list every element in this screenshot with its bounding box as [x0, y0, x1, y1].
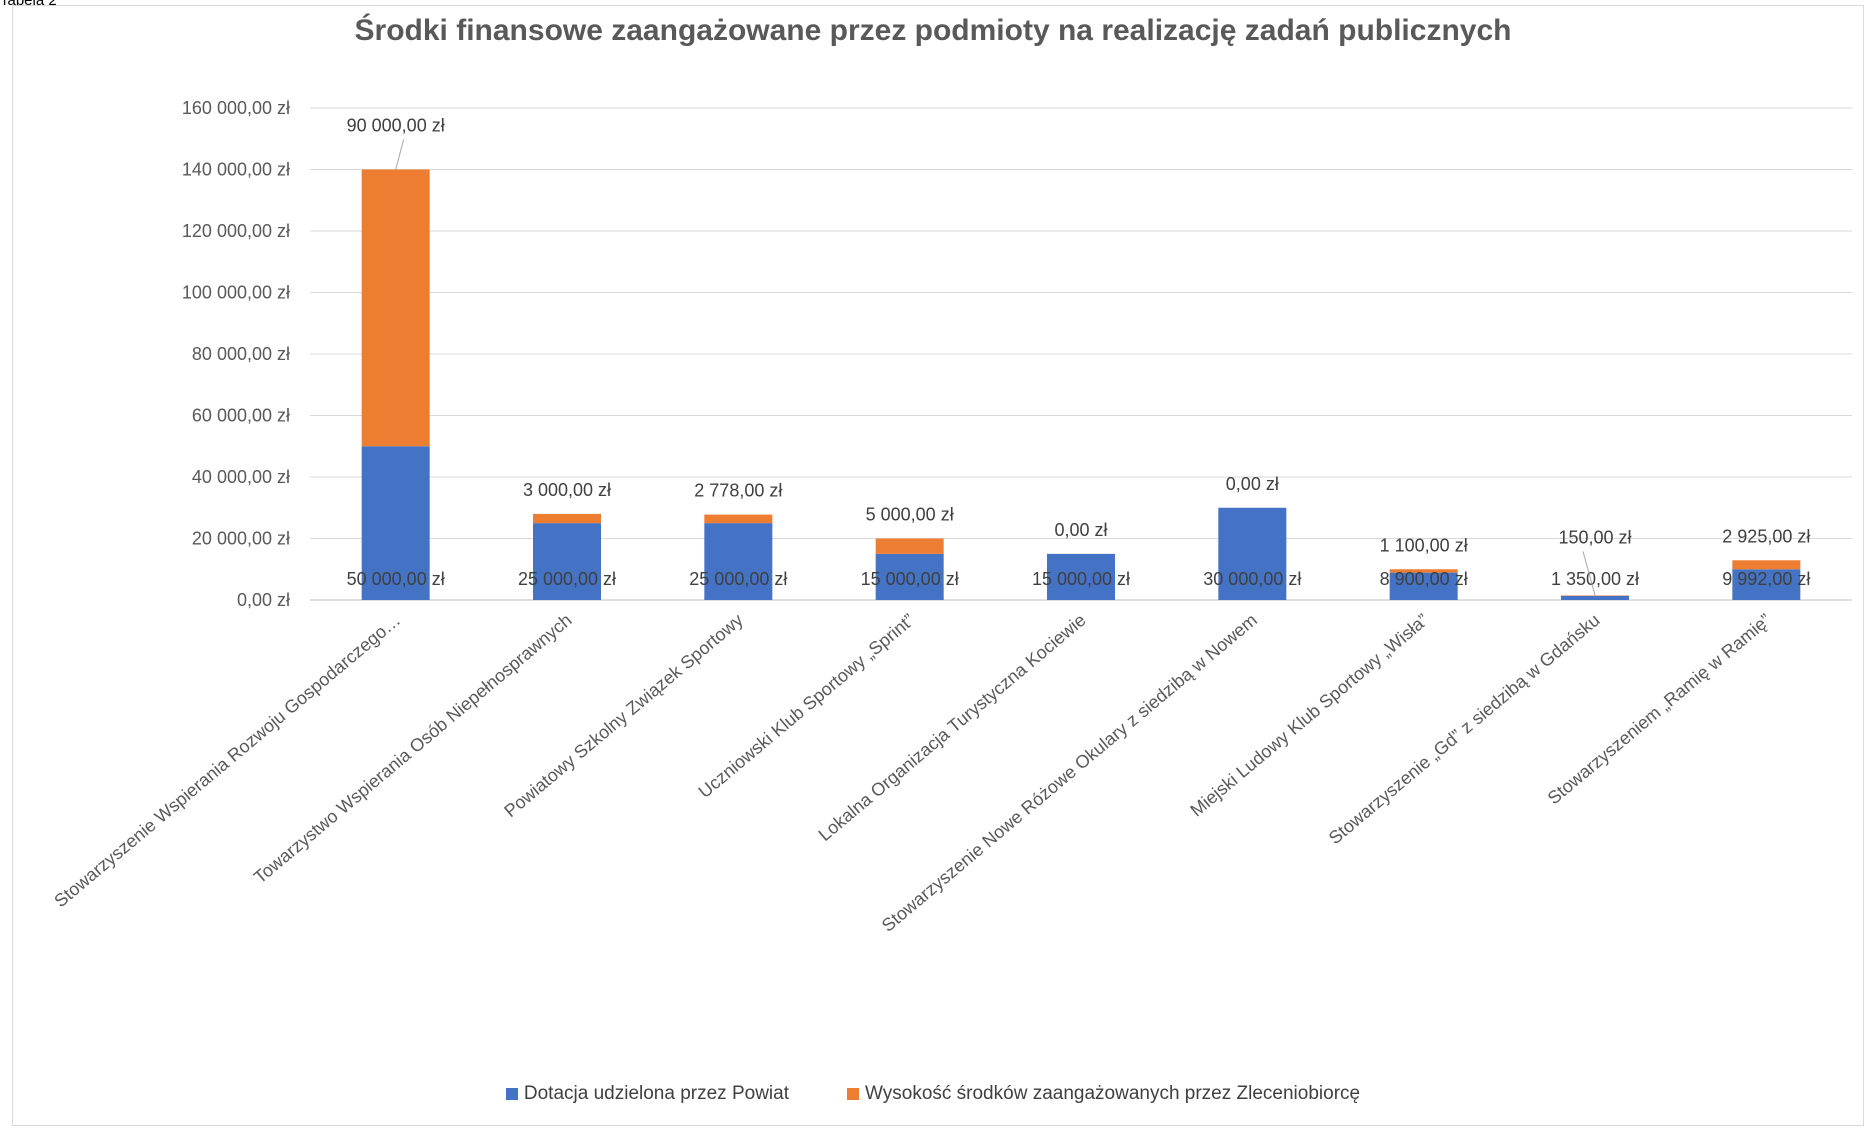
leader-line [395, 139, 405, 170]
bar-zleceniobiorca [1389, 569, 1458, 573]
bar-zleceniobiorca [533, 513, 601, 524]
y-tick-label: 20 000,00 zł [192, 529, 290, 549]
y-tick-label: 140 000,00 zł [182, 160, 290, 180]
data-label-dotacja: 30 000,00 zł [1203, 569, 1301, 589]
bar-dotacja [1561, 595, 1629, 600]
data-label-dotacja: 1 350,00 zł [1551, 569, 1639, 589]
y-tick-label: 60 000,00 zł [192, 406, 290, 426]
bar-zleceniobiorca [704, 514, 773, 524]
chart-title: Środki finansowe zaangażowane przez podm… [354, 14, 1512, 47]
data-label-dotacja: 9 992,00 zł [1722, 569, 1810, 589]
data-label-zleceniobiorca: 1 100,00 zł [1380, 535, 1468, 555]
table-caption: Tabela 2 [0, 0, 57, 9]
y-tick-label: 160 000,00 zł [182, 98, 290, 118]
y-tick-label: 100 000,00 zł [182, 283, 290, 303]
bar-dotacja [361, 446, 430, 600]
y-tick-label: 80 000,00 zł [192, 344, 290, 364]
data-label-zleceniobiorca: 5 000,00 zł [866, 505, 954, 525]
legend-item-dotacja: Dotacja udzielona przez Powiat [505, 1083, 789, 1105]
data-label-dotacja: 15 000,00 zł [1032, 569, 1130, 589]
legend-label-zleceniobiorca: Wysokość środków zaangażowanych przez Zl… [864, 1083, 1361, 1104]
legend-item-zleceniobiorca: Wysokość środków zaangażowanych przez Zl… [846, 1083, 1361, 1105]
data-label-zleceniobiorca: 0,00 zł [1054, 520, 1107, 540]
y-tick-label: 40 000,00 zł [192, 467, 290, 487]
data-label-zleceniobiorca: 90 000,00 zł [347, 116, 445, 136]
data-label-dotacja: 50 000,00 zł [347, 569, 445, 589]
data-label-zleceniobiorca: 150,00 zł [1558, 527, 1631, 547]
data-label-zleceniobiorca: 3 000,00 zł [523, 480, 611, 500]
data-label-dotacja: 25 000,00 zł [689, 569, 787, 589]
legend-swatch-zleceniobiorca [846, 1088, 859, 1100]
x-tick-label: Stowarzyszenie Nowe Różowe Okulary z sie… [878, 610, 1261, 936]
bar-dotacja [1218, 507, 1287, 600]
data-label-zleceniobiorca: 2 925,00 zł [1722, 526, 1810, 546]
x-tick-label: Stowarzyszenie „Gd” z siedzibą w Gdańsku [1325, 610, 1604, 848]
y-tick-label: 120 000,00 zł [182, 221, 290, 241]
bar-zleceniobiorca [361, 169, 430, 447]
y-tick-label: 0,00 zł [237, 590, 290, 610]
data-label-zleceniobiorca: 0,00 zł [1226, 474, 1279, 494]
chart-legend: Dotacja udzielona przez Powiat Wysokość … [0, 1083, 1866, 1105]
data-label-dotacja: 25 000,00 zł [518, 569, 616, 589]
bar-dotacja [1732, 569, 1801, 600]
legend-swatch-dotacja [505, 1088, 518, 1100]
bar-dotacja [533, 523, 601, 600]
x-tick-label: Stowarzyszenie Wspierania Rozwoju Gospod… [50, 610, 404, 911]
data-label-dotacja: 8 900,00 zł [1380, 569, 1468, 589]
x-tick-label: Lokalna Organizacja Turystyczna Kociewie [815, 610, 1090, 845]
bar-dotacja [1047, 553, 1115, 600]
bar-dotacja [704, 523, 773, 600]
bar-dotacja [1389, 572, 1458, 600]
chart-frame [12, 5, 1864, 1126]
data-label-zleceniobiorca: 2 778,00 zł [694, 481, 782, 501]
legend-label-dotacja: Dotacja udzielona przez Powiat [523, 1083, 789, 1104]
x-tick-label: Towarzystwo Wspierania Osób Niepełnospra… [250, 610, 576, 888]
bar-dotacja [875, 553, 944, 600]
bar-zleceniobiorca [875, 538, 944, 554]
bar-zleceniobiorca [1732, 560, 1801, 570]
data-label-dotacja: 15 000,00 zł [861, 569, 959, 589]
leader-line [1582, 551, 1596, 596]
